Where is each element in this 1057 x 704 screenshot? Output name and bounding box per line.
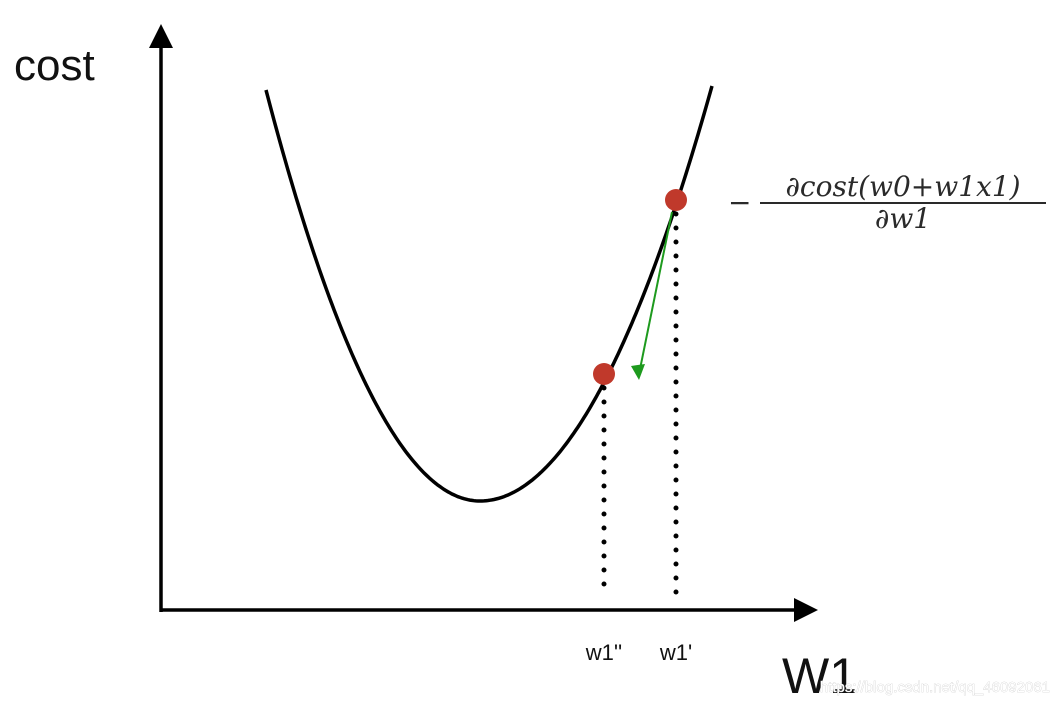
formula-numerator: ∂cost(w0+w1x1) (785, 170, 1020, 203)
cost-curve (264, 85, 714, 503)
x-axis-arrowhead (794, 598, 818, 622)
gradient-step-arrow (638, 211, 673, 375)
tick-label-w1-old: w1' (659, 640, 692, 665)
y-axis-label: cost (14, 41, 95, 90)
point-w1-old (665, 189, 687, 211)
tick-label-w1-new: w1'' (585, 640, 623, 665)
point-w1-new (593, 363, 615, 385)
y-axis-arrowhead (149, 24, 173, 48)
x-axis-label: W1 (782, 648, 857, 704)
formula-minus: − (728, 186, 751, 219)
watermark: https://blog.csdn.net/qq_46092061 (820, 679, 1050, 696)
gradient-formula: − ∂cost(w0+w1x1) ∂w1 (728, 170, 1046, 235)
formula-denominator: ∂w1 (875, 202, 931, 235)
gradient-step-arrowhead (631, 364, 645, 380)
